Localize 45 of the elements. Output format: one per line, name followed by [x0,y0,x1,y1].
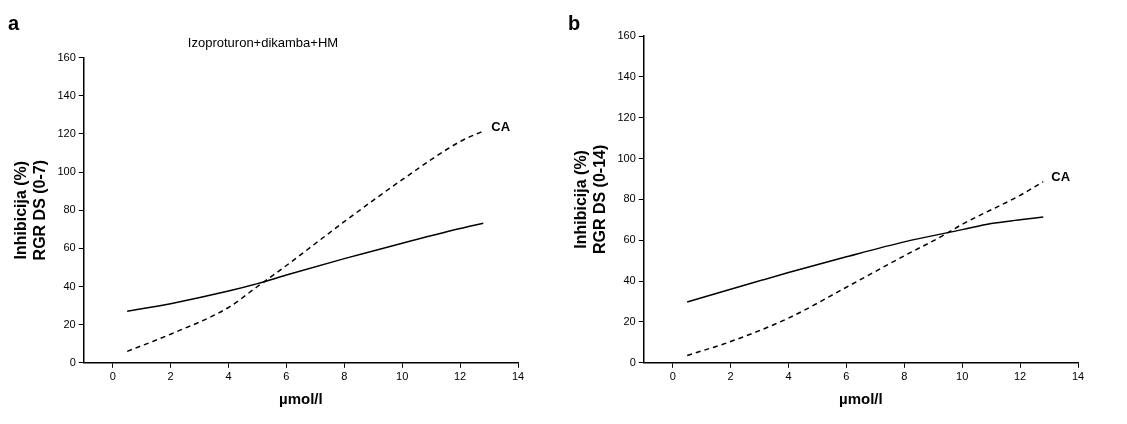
y-tick-label: 0 [69,355,76,368]
chart-subtitle: Izoproturon+dikamba+HM [187,35,339,51]
y-tick-label: 140 [617,69,636,82]
x-tick-label: 8 [901,370,908,383]
x-tick-label: 0 [109,370,116,383]
x-axis-title: µmol/l [279,390,323,408]
y-tick-label: 20 [63,317,76,330]
chart-title: b [568,11,581,34]
y-tick-label: 160 [57,50,76,63]
x-tick-label: 12 [453,370,467,383]
x-tick-label: 12 [1013,370,1027,383]
line-series [686,180,1045,357]
x-axis-title: µmol/l [839,390,883,408]
series-label: CA [491,118,511,134]
y-tick-label: 80 [63,203,76,216]
y-tick-label: 120 [617,110,636,123]
x-tick-label: 0 [669,370,676,383]
chart-title: a [8,11,20,34]
y-tick-label: 80 [623,192,636,205]
y-tick-label: 160 [617,29,636,42]
y-tick-label: 100 [57,165,76,178]
x-tick-label: 2 [727,370,734,383]
x-tick-label: 6 [843,370,850,383]
y-tick-label: 0 [629,355,636,368]
x-tick-label: 2 [167,370,174,383]
y-tick-label: 40 [623,274,636,287]
y-tick-label: 20 [623,314,636,327]
y-tick-label: 140 [57,88,76,101]
series-label: CA [1051,169,1071,185]
y-tick-label: 60 [63,241,76,254]
y-tick-label: 60 [623,233,636,246]
line-series [126,130,485,353]
x-tick-label: 14 [1071,370,1085,383]
x-tick-label: 8 [341,370,348,383]
y-tick-label: 120 [57,126,76,139]
y-tick-label: 40 [63,279,76,292]
x-tick-label: 10 [956,370,969,383]
x-tick-label: 4 [785,370,792,383]
x-tick-label: 14 [511,370,525,383]
x-tick-label: 4 [225,370,232,383]
y-tick-label: 100 [617,151,636,164]
y-axis-title: Inhibicija (%) RGR DS (0-14) [572,144,609,255]
y-axis-title: Inhibicija (%) RGR DS (0-7) [12,159,49,261]
x-tick-label: 6 [283,370,290,383]
x-tick-label: 10 [396,370,409,383]
